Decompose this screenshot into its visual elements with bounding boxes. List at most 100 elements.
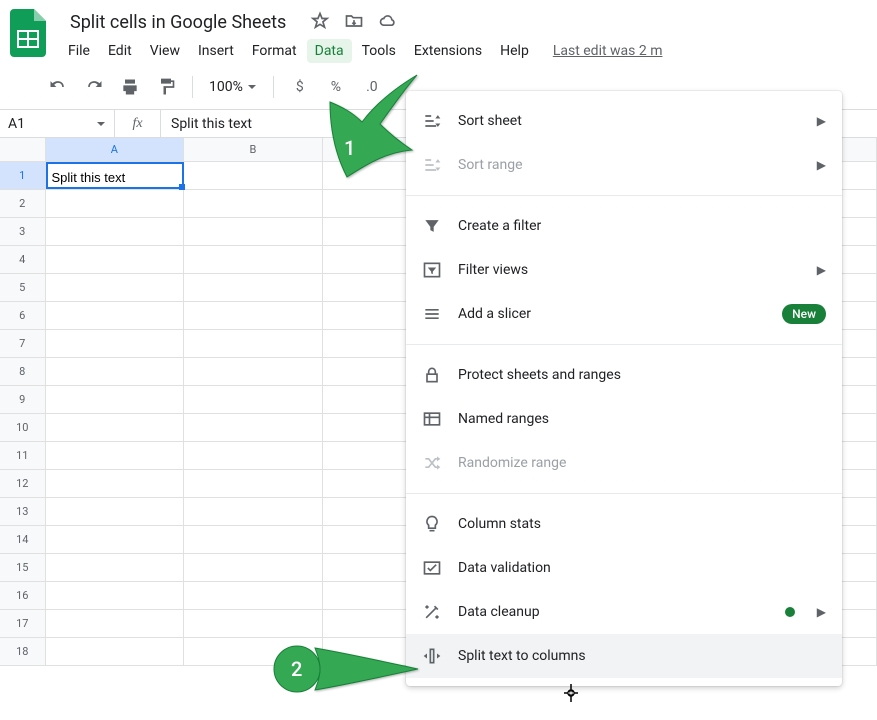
menu-item-split-text-to-columns[interactable]: Split text to columns xyxy=(406,634,842,678)
format-currency-button[interactable]: $ xyxy=(286,73,314,101)
cell[interactable] xyxy=(46,554,185,581)
cell[interactable] xyxy=(184,526,323,553)
cell[interactable] xyxy=(46,638,185,665)
menu-file[interactable]: File xyxy=(60,39,98,63)
row-header[interactable]: 17 xyxy=(0,610,46,637)
row-header[interactable]: 12 xyxy=(0,470,46,497)
sheets-logo[interactable] xyxy=(8,8,48,58)
cell[interactable] xyxy=(46,386,185,413)
cell[interactable] xyxy=(184,610,323,637)
cell[interactable] xyxy=(184,358,323,385)
cell[interactable] xyxy=(184,554,323,581)
menu-item-data-validation[interactable]: Data validation xyxy=(406,546,842,590)
cell[interactable] xyxy=(184,414,323,441)
callout-2-number: 2 xyxy=(291,657,302,681)
cell[interactable] xyxy=(184,442,323,469)
row-header[interactable]: 15 xyxy=(0,554,46,581)
redo-button[interactable] xyxy=(80,73,108,101)
row-header[interactable]: 10 xyxy=(0,414,46,441)
zoom-select[interactable]: 100% xyxy=(205,79,261,95)
menu-item-create-a-filter[interactable]: Create a filter xyxy=(406,204,842,248)
row-header[interactable]: 9 xyxy=(0,386,46,413)
name-box[interactable]: A1 xyxy=(0,110,115,137)
menu-insert[interactable]: Insert xyxy=(190,39,242,63)
select-all-corner[interactable] xyxy=(0,138,46,161)
row-header[interactable]: 13 xyxy=(0,498,46,525)
cell[interactable] xyxy=(184,274,323,301)
row-header[interactable]: 7 xyxy=(0,330,46,357)
menu-format[interactable]: Format xyxy=(244,39,305,63)
cell[interactable] xyxy=(46,582,185,609)
menu-item-label: Create a filter xyxy=(458,218,826,234)
row-header[interactable]: 5 xyxy=(0,274,46,301)
cell[interactable] xyxy=(184,470,323,497)
menu-help[interactable]: Help xyxy=(492,39,537,63)
menu-extensions[interactable]: Extensions xyxy=(406,39,490,63)
menu-item-sort-sheet[interactable]: Sort sheet▶ xyxy=(406,99,842,143)
cloud-status-icon[interactable] xyxy=(378,11,398,35)
submenu-arrow-icon: ▶ xyxy=(817,605,826,619)
menu-item-label: Add a slicer xyxy=(458,306,766,322)
cell[interactable] xyxy=(46,498,185,525)
row-header[interactable]: 3 xyxy=(0,218,46,245)
row-header[interactable]: 1 xyxy=(0,162,46,189)
menu-item-data-cleanup[interactable]: Data cleanup▶ xyxy=(406,590,842,634)
title-icons xyxy=(310,11,398,35)
cell[interactable] xyxy=(184,302,323,329)
row-header[interactable]: 18 xyxy=(0,638,46,665)
row-header[interactable]: 8 xyxy=(0,358,46,385)
cell[interactable]: Split this text xyxy=(46,162,185,189)
menu-item-add-a-slicer[interactable]: Add a slicerNew xyxy=(406,292,842,336)
cell[interactable] xyxy=(46,218,185,245)
col-header[interactable]: A xyxy=(46,138,185,161)
row-header[interactable]: 2 xyxy=(0,190,46,217)
cell[interactable] xyxy=(184,218,323,245)
slicer-icon xyxy=(422,304,442,324)
menu-view[interactable]: View xyxy=(142,39,188,63)
menu-tools[interactable]: Tools xyxy=(354,39,404,63)
cell[interactable] xyxy=(46,610,185,637)
row-header[interactable]: 4 xyxy=(0,246,46,273)
move-folder-icon[interactable] xyxy=(344,11,364,35)
menu-item-named-ranges[interactable]: Named ranges xyxy=(406,397,842,441)
row-header[interactable]: 6 xyxy=(0,302,46,329)
star-icon[interactable] xyxy=(310,11,330,35)
menu-edit[interactable]: Edit xyxy=(100,39,140,63)
doc-title[interactable]: Split cells in Google Sheets xyxy=(64,10,292,35)
menu-item-filter-views[interactable]: Filter views▶ xyxy=(406,248,842,292)
menu-item-column-stats[interactable]: Column stats xyxy=(406,502,842,546)
undo-button[interactable] xyxy=(44,73,72,101)
cell[interactable] xyxy=(46,190,185,217)
row-header[interactable]: 14 xyxy=(0,526,46,553)
cell[interactable] xyxy=(184,162,323,189)
cell[interactable] xyxy=(46,274,185,301)
menu-item-label: Randomize range xyxy=(458,455,826,471)
cell[interactable] xyxy=(46,470,185,497)
cell[interactable] xyxy=(46,358,185,385)
cell[interactable] xyxy=(46,414,185,441)
cell[interactable] xyxy=(46,442,185,469)
callout-1-number: 1 xyxy=(344,136,355,160)
cell[interactable] xyxy=(184,582,323,609)
cell[interactable] xyxy=(184,330,323,357)
divider xyxy=(192,76,193,98)
paint-format-button[interactable] xyxy=(152,73,180,101)
menu-data[interactable]: Data xyxy=(307,39,352,63)
last-edit-link[interactable]: Last edit was 2 m xyxy=(553,43,663,59)
notification-dot-icon xyxy=(785,607,795,617)
cell[interactable] xyxy=(184,190,323,217)
cell[interactable] xyxy=(46,246,185,273)
cell[interactable] xyxy=(184,498,323,525)
menu-item-protect-sheets-and-ranges[interactable]: Protect sheets and ranges xyxy=(406,353,842,397)
print-button[interactable] xyxy=(116,73,144,101)
row-header[interactable]: 11 xyxy=(0,442,46,469)
cell[interactable] xyxy=(46,330,185,357)
col-header[interactable]: B xyxy=(184,138,323,161)
cell[interactable] xyxy=(184,246,323,273)
cell[interactable] xyxy=(184,386,323,413)
cell[interactable] xyxy=(46,302,185,329)
row-header[interactable]: 16 xyxy=(0,582,46,609)
cell[interactable] xyxy=(46,526,185,553)
header-main: Split cells in Google Sheets File Edit V… xyxy=(56,8,869,69)
cursor-icon xyxy=(562,682,580,704)
